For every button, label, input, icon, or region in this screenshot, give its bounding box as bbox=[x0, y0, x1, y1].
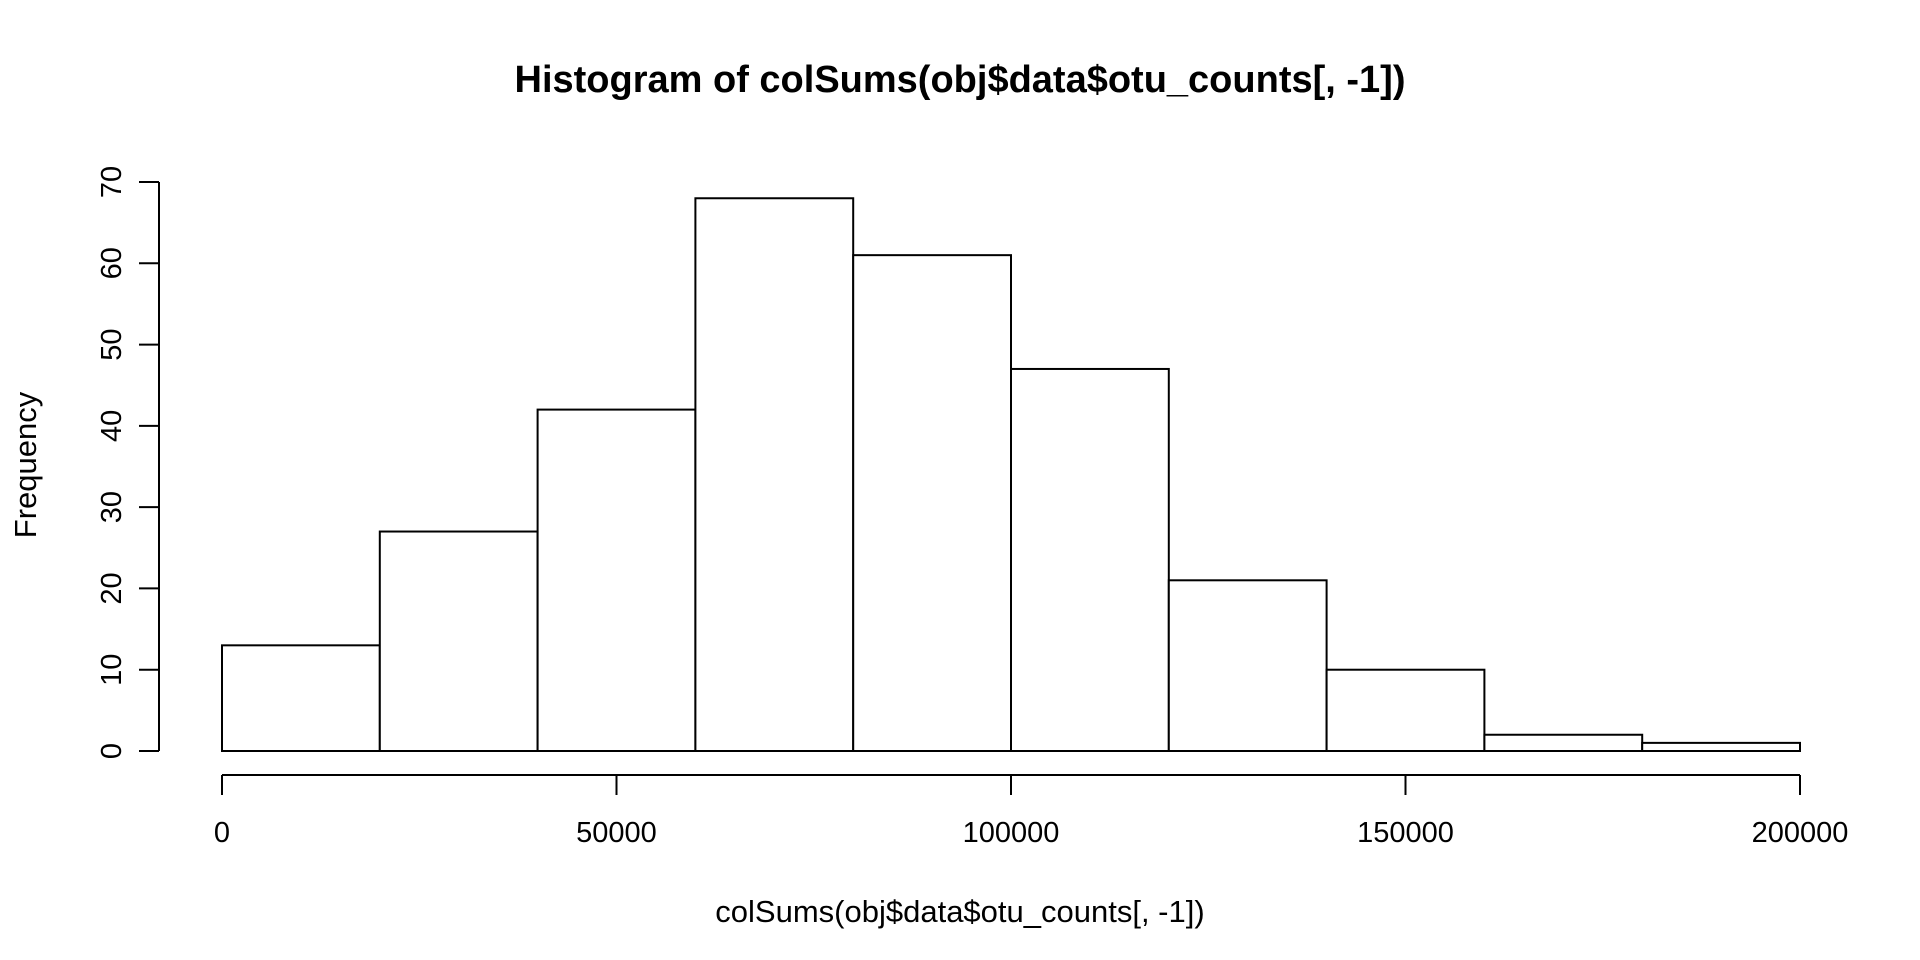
x-tick-label: 50000 bbox=[576, 817, 657, 849]
x-tick-label: 0 bbox=[214, 817, 230, 849]
y-tick-label: 20 bbox=[96, 572, 128, 604]
histogram-bar bbox=[1641, 741, 1801, 752]
x-tick-label: 200000 bbox=[1752, 817, 1849, 849]
y-tick-label: 60 bbox=[96, 247, 128, 279]
chart-title: Histogram of colSums(obj$data$otu_counts… bbox=[515, 59, 1406, 101]
y-tick-label: 40 bbox=[96, 410, 128, 442]
x-tick-label: 100000 bbox=[963, 817, 1060, 849]
y-tick-label: 50 bbox=[96, 328, 128, 360]
histogram-bar bbox=[1167, 579, 1328, 752]
y-tick-label: 10 bbox=[96, 654, 128, 686]
x-tick-label: 150000 bbox=[1357, 817, 1454, 849]
histogram-bars bbox=[221, 197, 1801, 753]
y-tick-label: 30 bbox=[96, 491, 128, 523]
histogram-bar bbox=[1010, 367, 1170, 752]
histogram-bar bbox=[378, 530, 539, 752]
x-axis-label: colSums(obj$data$otu_counts[, -1]) bbox=[715, 894, 1204, 929]
histogram-bar bbox=[852, 254, 1013, 753]
y-axis-label: Frequency bbox=[8, 391, 43, 538]
y-axis: 0 10 20 30 40 50 60 70 bbox=[96, 166, 160, 759]
y-tick-label: 0 bbox=[96, 743, 128, 759]
histogram-bar bbox=[1483, 733, 1644, 753]
histogram-bar bbox=[536, 408, 697, 752]
y-tick-label: 70 bbox=[96, 166, 128, 198]
histogram-bar bbox=[1325, 668, 1486, 753]
histogram-bar bbox=[221, 644, 381, 752]
x-axis: 0 50000 100000 150000 200000 bbox=[214, 774, 1849, 849]
histogram-bar bbox=[694, 197, 855, 752]
